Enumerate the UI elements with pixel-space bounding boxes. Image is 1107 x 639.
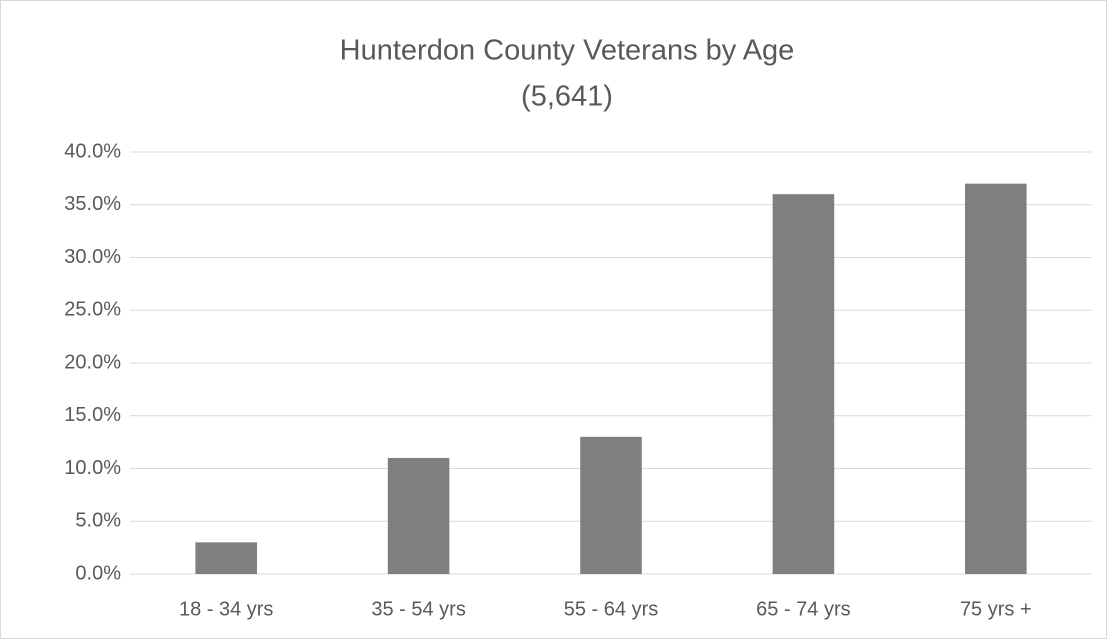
bar: [195, 542, 257, 574]
y-tick-label: 25.0%: [64, 299, 121, 321]
bar: [580, 436, 642, 574]
chart-subtitle: (5,641): [521, 81, 613, 113]
y-tick-label: 5.0%: [75, 510, 121, 532]
y-tick-label: 30.0%: [64, 246, 121, 268]
bar: [387, 457, 450, 574]
x-tick-label: 75 yrs +: [960, 598, 1032, 620]
x-tick-label: 65 - 74 yrs: [756, 598, 850, 620]
x-tick-label: 55 - 64 yrs: [564, 598, 658, 620]
x-tick-label: 18 - 34 yrs: [179, 598, 273, 620]
y-tick-label: 20.0%: [64, 351, 121, 373]
y-tick-label: 15.0%: [64, 404, 121, 426]
y-tick-label: 10.0%: [64, 457, 121, 479]
y-tick-label: 40.0%: [64, 140, 121, 162]
chart-title: Hunterdon County Veterans by Age: [340, 35, 795, 67]
y-tick-label: 35.0%: [64, 193, 121, 215]
y-tick-label: 0.0%: [75, 562, 121, 584]
bar: [965, 183, 1027, 574]
bar: [772, 194, 835, 574]
x-tick-label: 35 - 54 yrs: [371, 598, 465, 620]
